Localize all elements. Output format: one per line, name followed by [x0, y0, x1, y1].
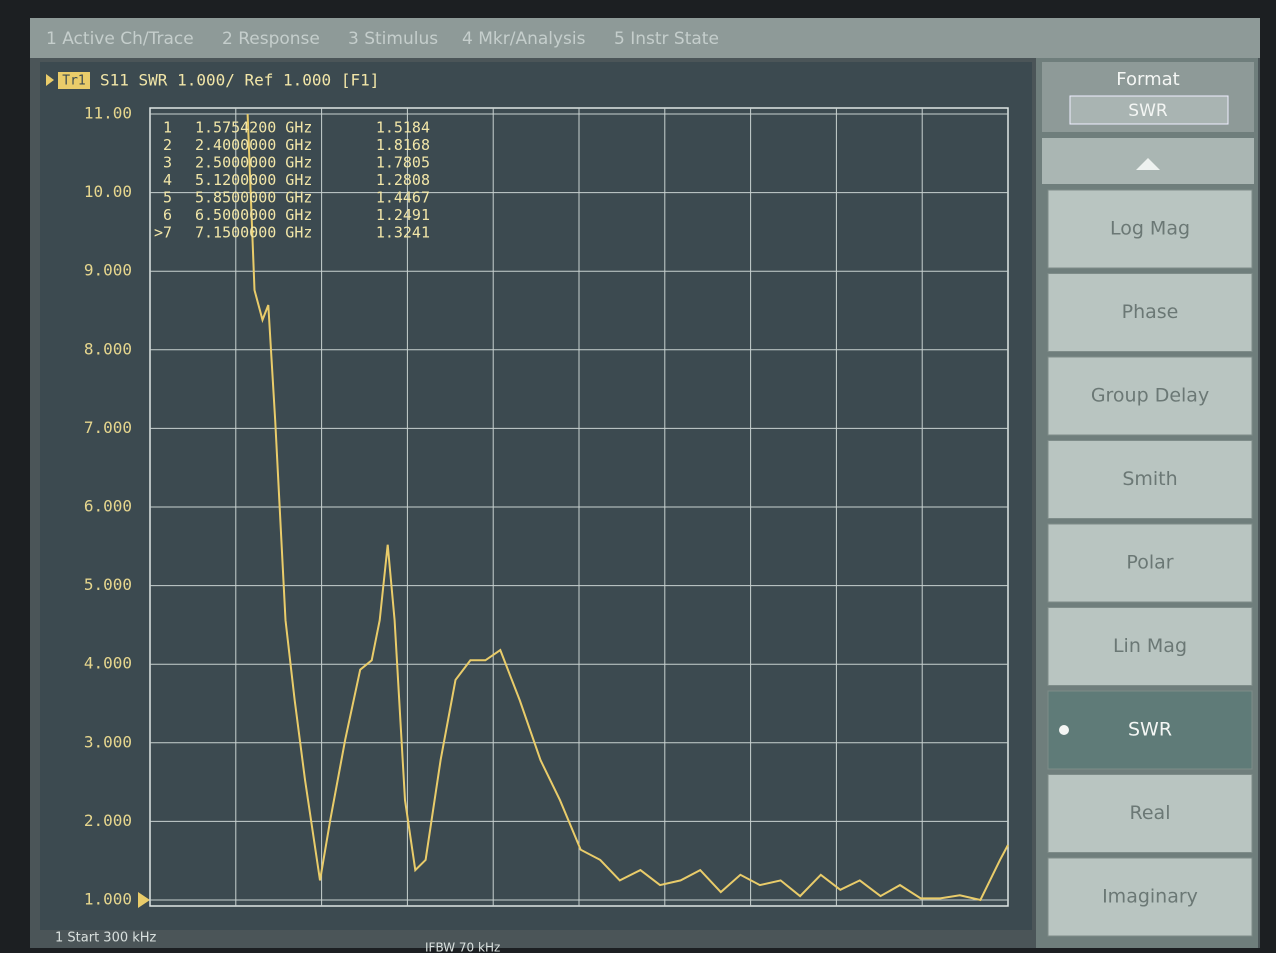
plot-window — [40, 62, 1032, 930]
y-tick-label: 2.000 — [84, 811, 132, 830]
softkey-button[interactable] — [1047, 774, 1253, 853]
softkey-button[interactable] — [1047, 356, 1253, 436]
softkey-button[interactable] — [1047, 440, 1253, 519]
marker-value: 1.2808 — [376, 171, 430, 189]
menu-item[interactable]: 1 Active Ch/Trace — [46, 29, 194, 49]
trace-badge-bg — [58, 72, 90, 89]
menu-item[interactable]: 5 Instr State — [614, 29, 719, 49]
marker-frequency: 6.5000000 GHz — [195, 206, 312, 224]
y-tick-label: 9.000 — [84, 261, 132, 280]
y-tick-label: 3.000 — [84, 732, 132, 751]
marker-id: 5 — [163, 189, 172, 207]
marker-frequency: 7.1500000 GHz — [195, 224, 312, 242]
softkey-label[interactable]: Lin Mag — [1113, 635, 1187, 657]
y-tick-label: 5.000 — [84, 575, 132, 594]
ref-arrow — [138, 892, 150, 908]
softkey-button[interactable] — [1047, 857, 1253, 937]
ifbw: IFBW 70 kHz — [425, 941, 500, 953]
marker-value: 1.8168 — [376, 136, 430, 154]
marker-value: 1.7805 — [376, 154, 430, 172]
marker-frequency: 2.5000000 GHz — [195, 154, 312, 172]
marker-frequency: 1.5754200 GHz — [195, 119, 312, 137]
marker-id: 4 — [163, 171, 172, 189]
trace-title: S11 SWR 1.000/ Ref 1.000 [F1] — [100, 71, 379, 90]
menu-item[interactable]: 2 Response — [222, 29, 320, 49]
softkey-title: Format — [1116, 69, 1179, 90]
y-tick-label: 11.00 — [84, 104, 132, 123]
softkey-label[interactable]: Phase — [1122, 301, 1179, 323]
marker-id: 3 — [163, 154, 172, 172]
softkey-label[interactable]: Smith — [1122, 468, 1177, 490]
marker-frequency: 5.8500000 GHz — [195, 189, 312, 207]
y-tick-label: 10.00 — [84, 182, 132, 201]
softkey-label[interactable]: Real — [1130, 802, 1171, 824]
marker-value: 1.2491 — [376, 206, 430, 224]
softkey-button[interactable] — [1047, 607, 1253, 686]
marker-id: 2 — [163, 136, 172, 154]
marker-frequency: 5.1200000 GHz — [195, 171, 312, 189]
y-tick-label: 8.000 — [84, 339, 132, 358]
softkey-label[interactable]: Group Delay — [1091, 385, 1209, 407]
softkey-button[interactable] — [1047, 523, 1253, 603]
menu-item[interactable]: 3 Stimulus — [348, 29, 438, 49]
marker-id: 1 — [163, 119, 172, 137]
scroll-up-arrow — [1136, 158, 1160, 170]
marker-id: >7 — [154, 224, 172, 242]
selected-dot — [1059, 725, 1069, 735]
y-tick-label: 7.000 — [84, 418, 132, 437]
y-tick-label: 6.000 — [84, 497, 132, 516]
marker-value: 1.3241 — [376, 224, 430, 242]
softkey-label[interactable]: Log Mag — [1110, 218, 1190, 240]
softkey-button[interactable] — [1047, 273, 1253, 352]
softkey-button[interactable] — [1047, 690, 1253, 770]
marker-frequency: 2.4000000 GHz — [195, 136, 312, 154]
y-tick-label: 4.000 — [84, 654, 132, 673]
trace-arrow — [46, 74, 54, 86]
marker-value: 1.5184 — [376, 119, 430, 137]
softkey-button[interactable] — [1047, 189, 1253, 269]
marker-value: 1.4467 — [376, 189, 430, 207]
marker-id: 6 — [163, 206, 172, 224]
menu-bar-bg — [30, 18, 1260, 58]
start-freq: 1 Start 300 kHz — [55, 931, 157, 946]
y-tick-label: 1.000 — [84, 890, 132, 909]
softkey-label[interactable]: Imaginary — [1102, 886, 1198, 908]
trace-badge: Tr1 — [62, 74, 85, 89]
menu-item[interactable]: 4 Mkr/Analysis — [462, 29, 586, 49]
softkey-label[interactable]: Polar — [1126, 552, 1173, 574]
softkey-label[interactable]: SWR — [1128, 719, 1172, 741]
softkey-current: SWR — [1128, 101, 1168, 121]
softkey-current-box — [1069, 95, 1229, 125]
trace — [246, 113, 1009, 902]
